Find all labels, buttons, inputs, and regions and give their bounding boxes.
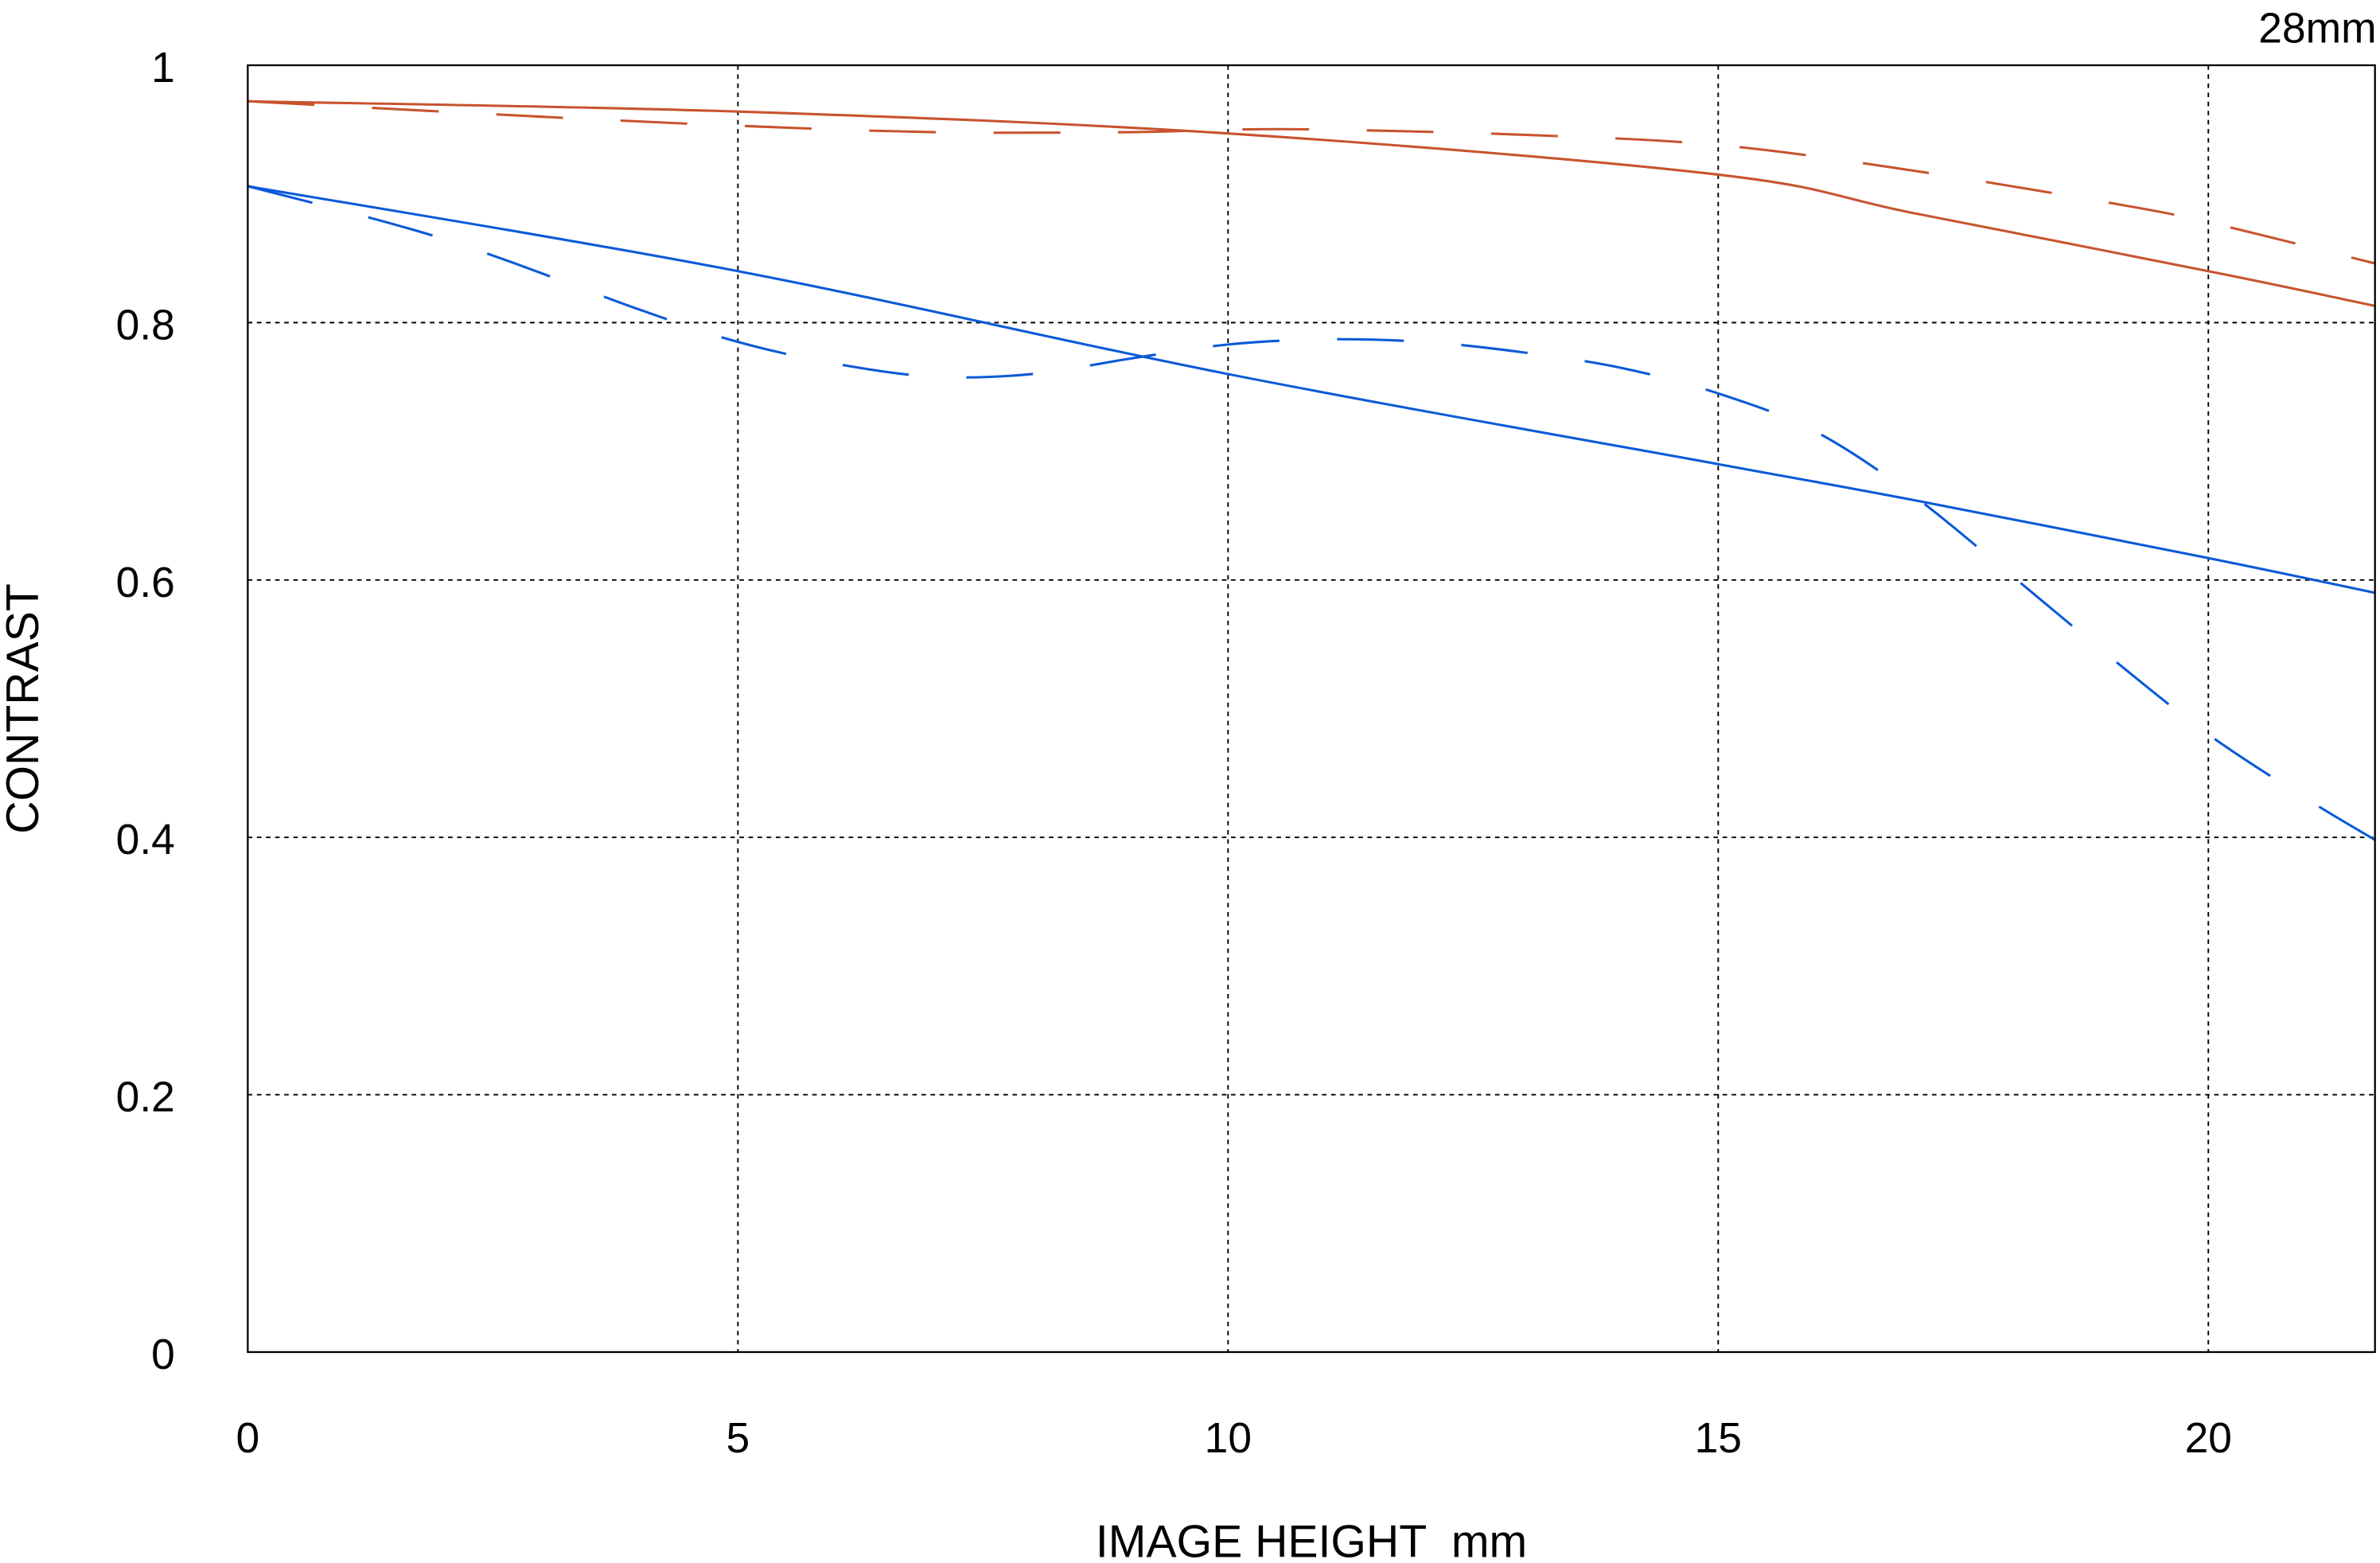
y-tick-label: 0.4	[116, 817, 175, 863]
plot-frame	[247, 64, 2376, 1354]
x-tick-label: 0	[236, 1415, 260, 1462]
grid-lines	[247, 64, 2375, 1352]
y-axis-label: CONTRAST	[0, 583, 49, 834]
series-line-1-solid	[247, 99, 2376, 307]
x-axis-label: IMAGE HEIGHT mm	[1096, 1516, 1527, 1563]
y-tick-labels: 0 0.2 0.4 0.6 0.8 1	[116, 45, 175, 1378]
y-tick-label: 1	[151, 45, 175, 92]
y-tick-label: 0	[151, 1331, 175, 1378]
y-tick-label: 0.6	[116, 559, 175, 606]
series-line-2-dashed	[247, 99, 2376, 265]
x-tick-label: 5	[726, 1415, 750, 1462]
y-tick-label: 0.2	[116, 1074, 175, 1121]
series-lines	[247, 99, 2376, 841]
x-tick-labels: 0 5 10 15 20	[236, 1415, 2232, 1462]
x-tick-label: 10	[1205, 1415, 1252, 1462]
series-line-4-dashed	[247, 185, 2376, 841]
y-tick-label: 0.8	[116, 302, 175, 349]
chart-title: 28mm	[2258, 5, 2376, 52]
series-line-3-solid	[247, 185, 2376, 594]
x-tick-label: 15	[1695, 1415, 1742, 1462]
x-tick-label: 20	[2185, 1415, 2232, 1462]
